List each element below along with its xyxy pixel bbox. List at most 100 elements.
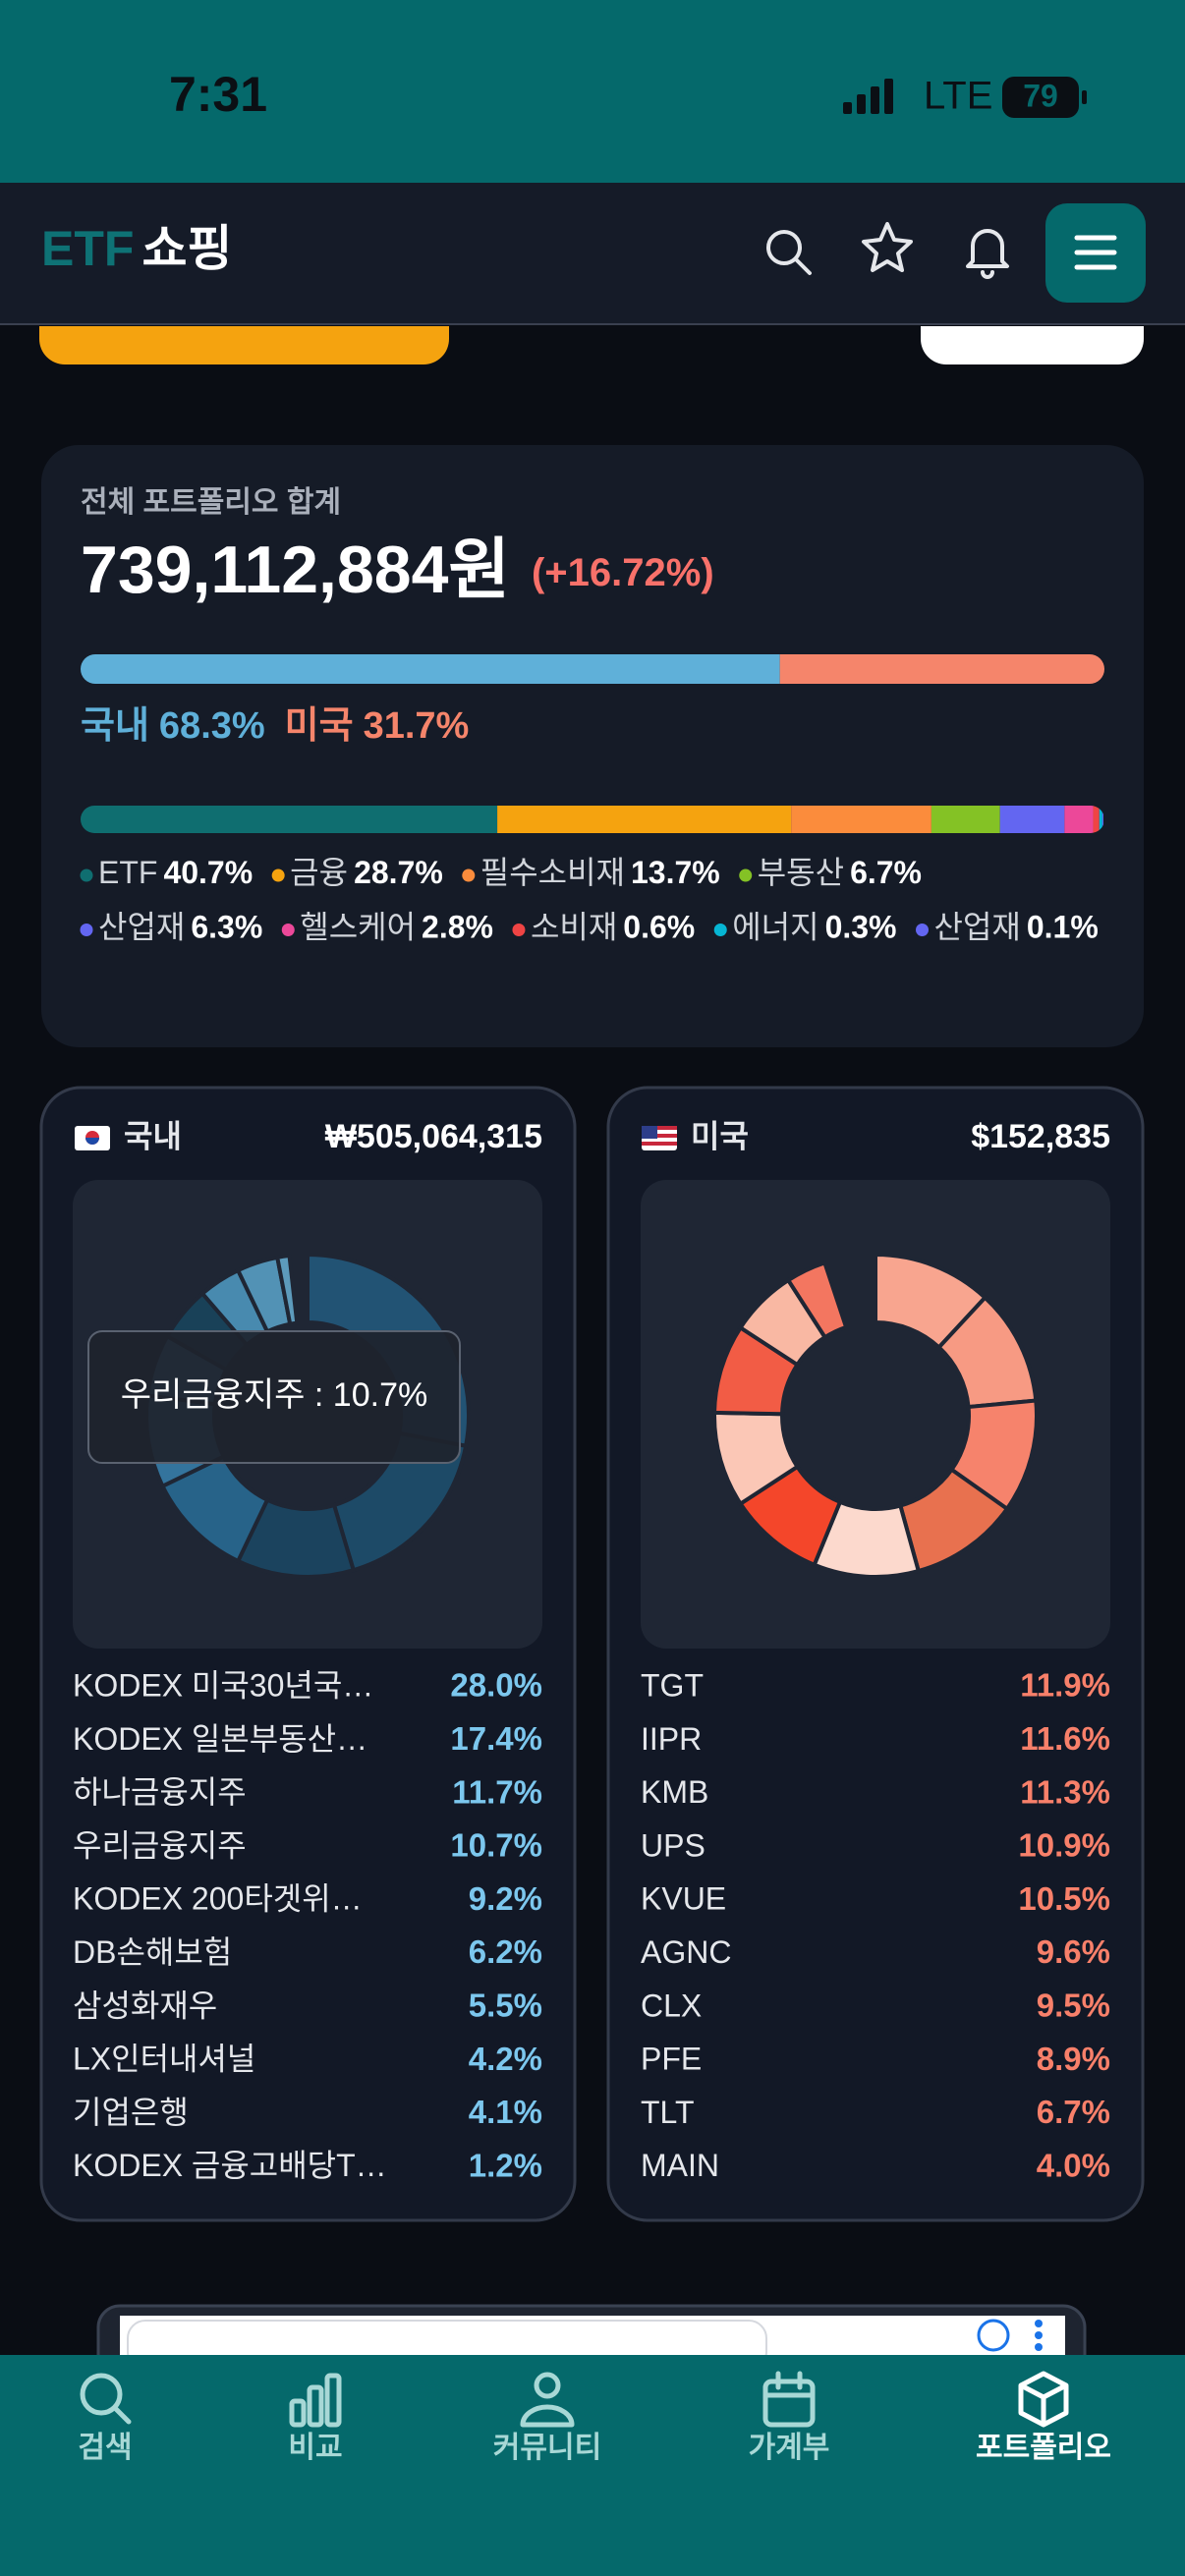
holding-name[interactable]: KVUE	[641, 1881, 726, 1917]
holding-name[interactable]: CLX	[641, 1988, 702, 2023]
legend-value: 13.7%	[631, 855, 720, 890]
legend-text: 산업재 6.3%	[98, 910, 262, 945]
ad-info-icon[interactable]	[977, 2319, 1010, 2352]
battery-tip	[1082, 90, 1087, 104]
holding-value: 6.7%	[1037, 2094, 1110, 2130]
legend-dot	[916, 924, 929, 936]
legend-name: 금융	[290, 855, 348, 890]
holding-name[interactable]: IIPR	[641, 1721, 702, 1757]
holding-value: 17.4%	[450, 1720, 542, 1757]
card-amount: $152,835	[971, 1118, 1110, 1155]
app-header	[0, 183, 1185, 324]
holding-name[interactable]: LX인터내셔널	[73, 2042, 255, 2077]
legend-text: 산업재 0.1%	[934, 910, 1099, 945]
summary-label: 전체 포트폴리오 합계	[81, 486, 341, 519]
legend-text: 에너지 0.3%	[732, 910, 896, 945]
donut-slice[interactable]	[274, 1253, 300, 1327]
holding-value: 4.0%	[1037, 2147, 1110, 2183]
legend-value: 6.3%	[191, 910, 262, 945]
holding-value: 10.7%	[450, 1827, 542, 1864]
nav-label[interactable]: 커뮤니티	[493, 2432, 601, 2464]
bar-segment	[1093, 806, 1100, 833]
status-bar	[0, 0, 1185, 183]
favorites-button[interactable]	[862, 222, 913, 272]
holding-name[interactable]: UPS	[641, 1827, 705, 1863]
region-bar	[81, 654, 1104, 684]
legend-item: 소비재 0.6%	[512, 910, 695, 945]
region-label: 국내 68.3%	[81, 705, 265, 747]
bar-segment	[1099, 806, 1102, 833]
logo[interactable]: ETF 쇼핑	[41, 221, 232, 276]
legend-item: 필수소비재 13.7%	[462, 855, 720, 890]
holding-name[interactable]: KMB	[641, 1774, 708, 1810]
nav-icon-portfolio	[1018, 2371, 1069, 2428]
legend-dot	[713, 924, 727, 936]
holding-name[interactable]: 하나금융지주	[73, 1774, 247, 1810]
legend-name: 부동산	[758, 855, 844, 890]
holding-name[interactable]: KODEX 일본부동산…	[73, 1721, 367, 1757]
partial-button[interactable]	[39, 326, 449, 364]
ad-menu-icon[interactable]	[1035, 2320, 1043, 2351]
nav-label[interactable]: 비교	[288, 2432, 342, 2464]
tooltip	[87, 1330, 461, 1464]
holding-name[interactable]: TLT	[641, 2095, 695, 2130]
legend-name: 에너지	[732, 910, 818, 945]
legend-dot	[80, 924, 93, 936]
holding-name[interactable]: 우리금융지주	[73, 1827, 247, 1863]
holding-name[interactable]: AGNC	[641, 1934, 731, 1970]
holding-value: 11.7%	[452, 1773, 542, 1810]
bar-segment	[1101, 806, 1103, 833]
holding-name[interactable]: MAIN	[641, 2148, 719, 2183]
us-donut	[711, 1252, 1039, 1579]
korea-flag	[75, 1126, 110, 1150]
logo-shop[interactable]: 쇼핑	[141, 221, 232, 276]
holding-value: 9.5%	[1037, 1988, 1110, 2024]
bar-segment	[81, 806, 498, 833]
legend-text: 필수소비재 13.7%	[480, 855, 720, 890]
holding-name[interactable]: KODEX 미국30년국…	[73, 1667, 373, 1703]
holding-name[interactable]: KODEX 200타겟위…	[73, 1881, 363, 1917]
partial-button[interactable]	[921, 326, 1144, 364]
card-title: 미국	[691, 1118, 749, 1153]
card-title: 국내	[124, 1118, 182, 1153]
holding-name[interactable]: 삼성화재우	[73, 1988, 217, 2023]
holding-name[interactable]: TGT	[641, 1667, 704, 1703]
holding-name[interactable]: PFE	[641, 2042, 702, 2077]
legend-name: 헬스케어	[300, 910, 416, 945]
sector-bar	[81, 806, 1103, 833]
legend-name: ETF	[98, 855, 157, 890]
legend-item: 산업재 6.3%	[80, 910, 262, 945]
donut-slice[interactable]	[785, 1260, 849, 1340]
holding-name[interactable]: DB손해보험	[73, 1934, 232, 1970]
legend-name: 산업재	[98, 910, 185, 945]
holding-value: 6.2%	[469, 1933, 542, 1970]
legend-name: 소비재	[531, 910, 617, 945]
legend-value: 0.3%	[825, 910, 897, 945]
holding-name[interactable]: 기업은행	[73, 2095, 189, 2130]
status-time: 7:31	[169, 67, 267, 122]
summary-card	[41, 445, 1144, 1047]
legend-dot	[739, 868, 753, 882]
network-label: LTE	[924, 75, 992, 118]
notifications-button[interactable]	[966, 229, 1009, 279]
search-button[interactable]	[766, 230, 812, 275]
holding-name[interactable]: KODEX 금융고배당T…	[73, 2148, 387, 2183]
nav-label[interactable]: 포트폴리오	[976, 2432, 1111, 2464]
bar-segment	[791, 806, 931, 833]
legend-value: 28.7%	[354, 855, 443, 890]
domestic-holdings: KODEX 미국30년국… 28.0% KODEX 일본부동산… 17.4% 하나금융지…	[73, 1667, 542, 2184]
legend-value: 0.1%	[1027, 910, 1099, 945]
nav-label[interactable]: 가계부	[749, 2432, 830, 2464]
holding-value: 28.0%	[450, 1667, 542, 1704]
legend-value: 6.7%	[850, 855, 922, 890]
nav-label[interactable]: 검색	[78, 2432, 132, 2464]
legend-name: 필수소비재	[480, 855, 625, 890]
bar-segment	[931, 806, 1000, 833]
battery-icon	[1002, 77, 1079, 118]
logo-etf[interactable]: ETF	[41, 221, 134, 276]
nav-labels: 검색 비교 커뮤니티 가계부 포트폴리오	[78, 2432, 1111, 2464]
holding-value: 4.1%	[469, 2094, 542, 2130]
